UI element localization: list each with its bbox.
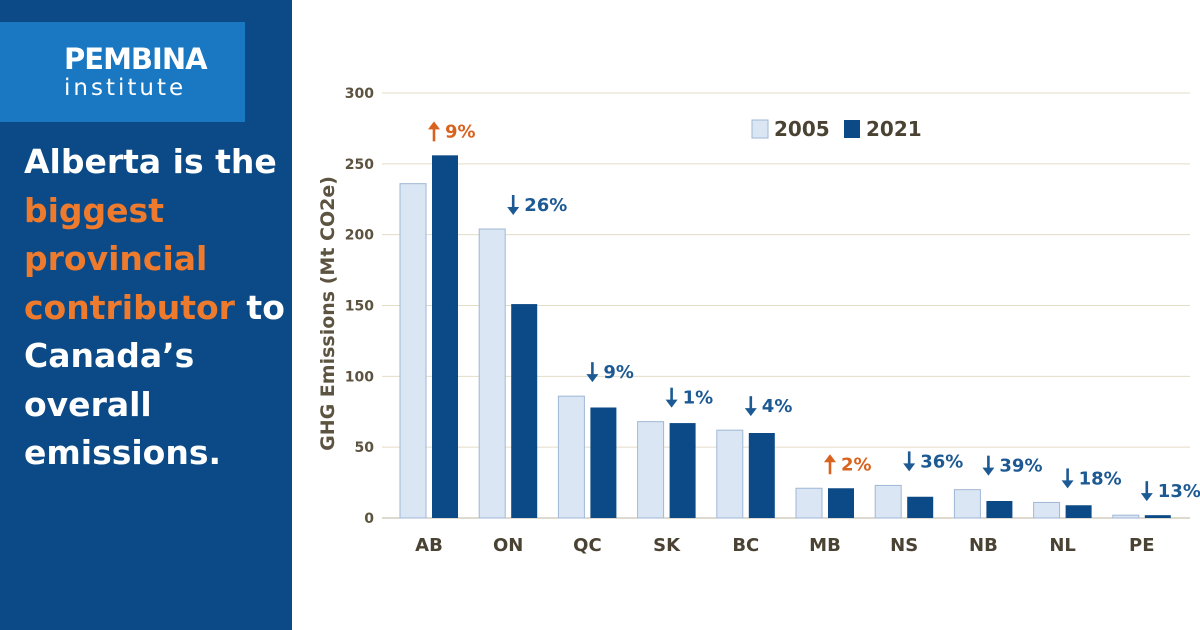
x-tick-label: NB [969, 535, 998, 556]
legend-swatch-2021 [844, 120, 860, 138]
y-tick-label: 50 [355, 440, 375, 456]
x-tick-label: ON [493, 535, 523, 556]
bar-2021-nl [1065, 505, 1092, 518]
x-tick-label: QC [573, 535, 602, 556]
bar-2005-nl [1033, 501, 1061, 519]
y-tick-label: 200 [345, 228, 374, 244]
arrow-up-icon [824, 454, 836, 463]
emissions-bar-chart: 0 50 100 150 200 250 300 GHG Emissions (Mt CO2e… [317, 86, 1200, 556]
y-tick-label: 150 [345, 299, 374, 315]
x-tick-label: NL [1049, 535, 1076, 556]
headline-text-end: to Canada’s overall emissions. [24, 287, 285, 473]
y-tick-label: 250 [345, 157, 374, 173]
headline-highlight: biggest provincial contributor [24, 190, 235, 327]
bar-2005-nb [953, 489, 981, 519]
change-label-ns: 36% [920, 451, 963, 472]
x-tick-label: PE [1129, 535, 1155, 556]
y-tick-label: 0 [364, 511, 374, 527]
bar-2005-qc [557, 395, 585, 519]
change-label-nl: 18% [1079, 468, 1122, 489]
y-axis-title: GHG Emissions (Mt CO2e) [317, 176, 339, 451]
change-label-pe: 13% [1158, 481, 1200, 502]
x-tick-label: NS [890, 535, 918, 556]
change-label-ab: 9% [445, 121, 476, 142]
bar-2021-pe [1144, 515, 1171, 518]
bar-2021-bc [748, 433, 775, 518]
bar-2005-sk [637, 421, 665, 519]
bar-2021-nb [986, 501, 1013, 518]
arrow-down-icon [1061, 480, 1074, 489]
arrow-down-icon [665, 399, 678, 408]
x-tick-label: BC [732, 535, 759, 556]
x-tick-label: AB [415, 535, 443, 556]
bar-2005-pe [1112, 514, 1140, 519]
legend-label-2021: 2021 [866, 117, 922, 141]
change-label-qc: 9% [603, 362, 634, 383]
bar-2005-on [478, 228, 506, 519]
bar-2005-ab [399, 183, 427, 519]
legend-label-2005: 2005 [774, 117, 830, 141]
logo-box [0, 22, 245, 122]
legend-swatch-2005 [751, 119, 769, 139]
x-tick-label: SK [653, 535, 681, 556]
bar-2021-mb [828, 488, 854, 518]
arrow-down-icon [744, 408, 757, 417]
bar-2005-bc [716, 429, 744, 519]
bar-2021-ab [432, 155, 458, 519]
arrow-up-icon [428, 121, 440, 130]
change-label-nb: 39% [999, 456, 1042, 477]
bar-2021-qc [590, 407, 617, 518]
bar-2005-ns [874, 484, 902, 519]
y-tick-label: 100 [345, 369, 374, 385]
bar-2021-on [511, 304, 538, 518]
logo-subtitle: institute [64, 75, 187, 101]
arrow-down-icon [586, 374, 599, 383]
change-label-mb: 2% [841, 454, 872, 475]
bar-2005-mb [795, 487, 823, 519]
arrow-down-icon [982, 467, 995, 476]
logo-wordmark: PEMBINA [64, 42, 208, 76]
y-tick-label: 300 [345, 86, 374, 102]
bar-2021-sk [669, 423, 696, 518]
change-label-on: 26% [524, 195, 567, 216]
x-tick-label: MB [809, 535, 841, 556]
headline: Alberta is the biggest provincial contri… [24, 138, 286, 478]
left-panel: PEMBINA institute Alberta is the biggest… [0, 0, 292, 630]
change-label-sk: 1% [683, 388, 714, 409]
arrow-down-icon [507, 207, 520, 215]
arrow-down-icon [903, 463, 916, 472]
headline-text: Alberta is the [24, 142, 277, 181]
change-label-bc: 4% [762, 396, 793, 417]
arrow-down-icon [1140, 493, 1153, 502]
bar-2021-ns [907, 496, 934, 518]
